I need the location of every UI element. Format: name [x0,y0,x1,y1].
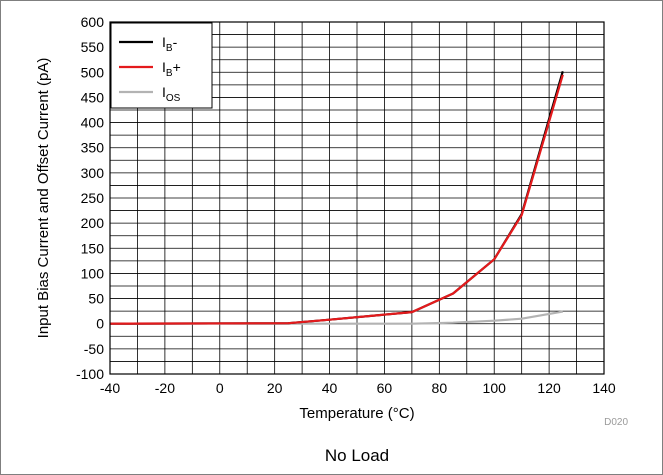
series-line-ios [110,310,563,325]
y-axis-title: Input Bias Current and Offset Current (p… [35,58,52,339]
y-tick-labels: -100 -50 0 50 100 150 200 250 300 350 400 450 500 550… [76,14,104,382]
y-tick-label: 600 [81,14,105,30]
x-tick-labels: -40 -20 0 20 40 60 80 100 120 140 [100,380,616,396]
x-tick-label: -40 [100,380,120,396]
x-tick-label: 40 [322,380,338,396]
plot-border [109,21,605,375]
y-tick-label: 450 [81,89,105,105]
y-tick-label: 50 [88,291,104,307]
x-tick-label: 100 [483,380,507,396]
series-line-ib [109,74,564,325]
x-tick-label: 80 [432,380,448,396]
legend-label: IB+ [162,59,181,79]
y-tick-label: 500 [81,64,105,80]
x-axis-title: Temperature (°C) [299,405,414,422]
legend-label: IB- [162,34,178,54]
y-tick-label: 200 [81,215,105,231]
x-tick-label: 120 [537,380,561,396]
y-tick-label: 300 [81,165,105,181]
x-tick-label: 60 [377,380,393,396]
y-tick-label: 400 [81,115,105,131]
y-tick-label: 250 [81,190,105,206]
y-tick-label: 350 [81,140,105,156]
y-tick-label: 550 [81,39,105,55]
y-tick-label: 150 [81,240,105,256]
y-tick-label: 100 [81,265,105,281]
legend-label: IOS [162,84,181,104]
legend: IB- IB+ IOS [110,22,213,109]
y-tick-label: 0 [96,316,104,332]
series-lines [109,70,564,325]
x-tick-label: -20 [155,380,175,396]
y-tick-label: -50 [84,341,104,357]
figure-code: D020 [604,417,628,428]
x-tick-label: 0 [216,380,224,396]
caption: No Load [325,446,389,465]
x-tick-label: 140 [592,380,616,396]
x-tick-label: 20 [267,380,283,396]
y-tick-label: -100 [76,366,104,382]
legend-box [110,22,213,109]
